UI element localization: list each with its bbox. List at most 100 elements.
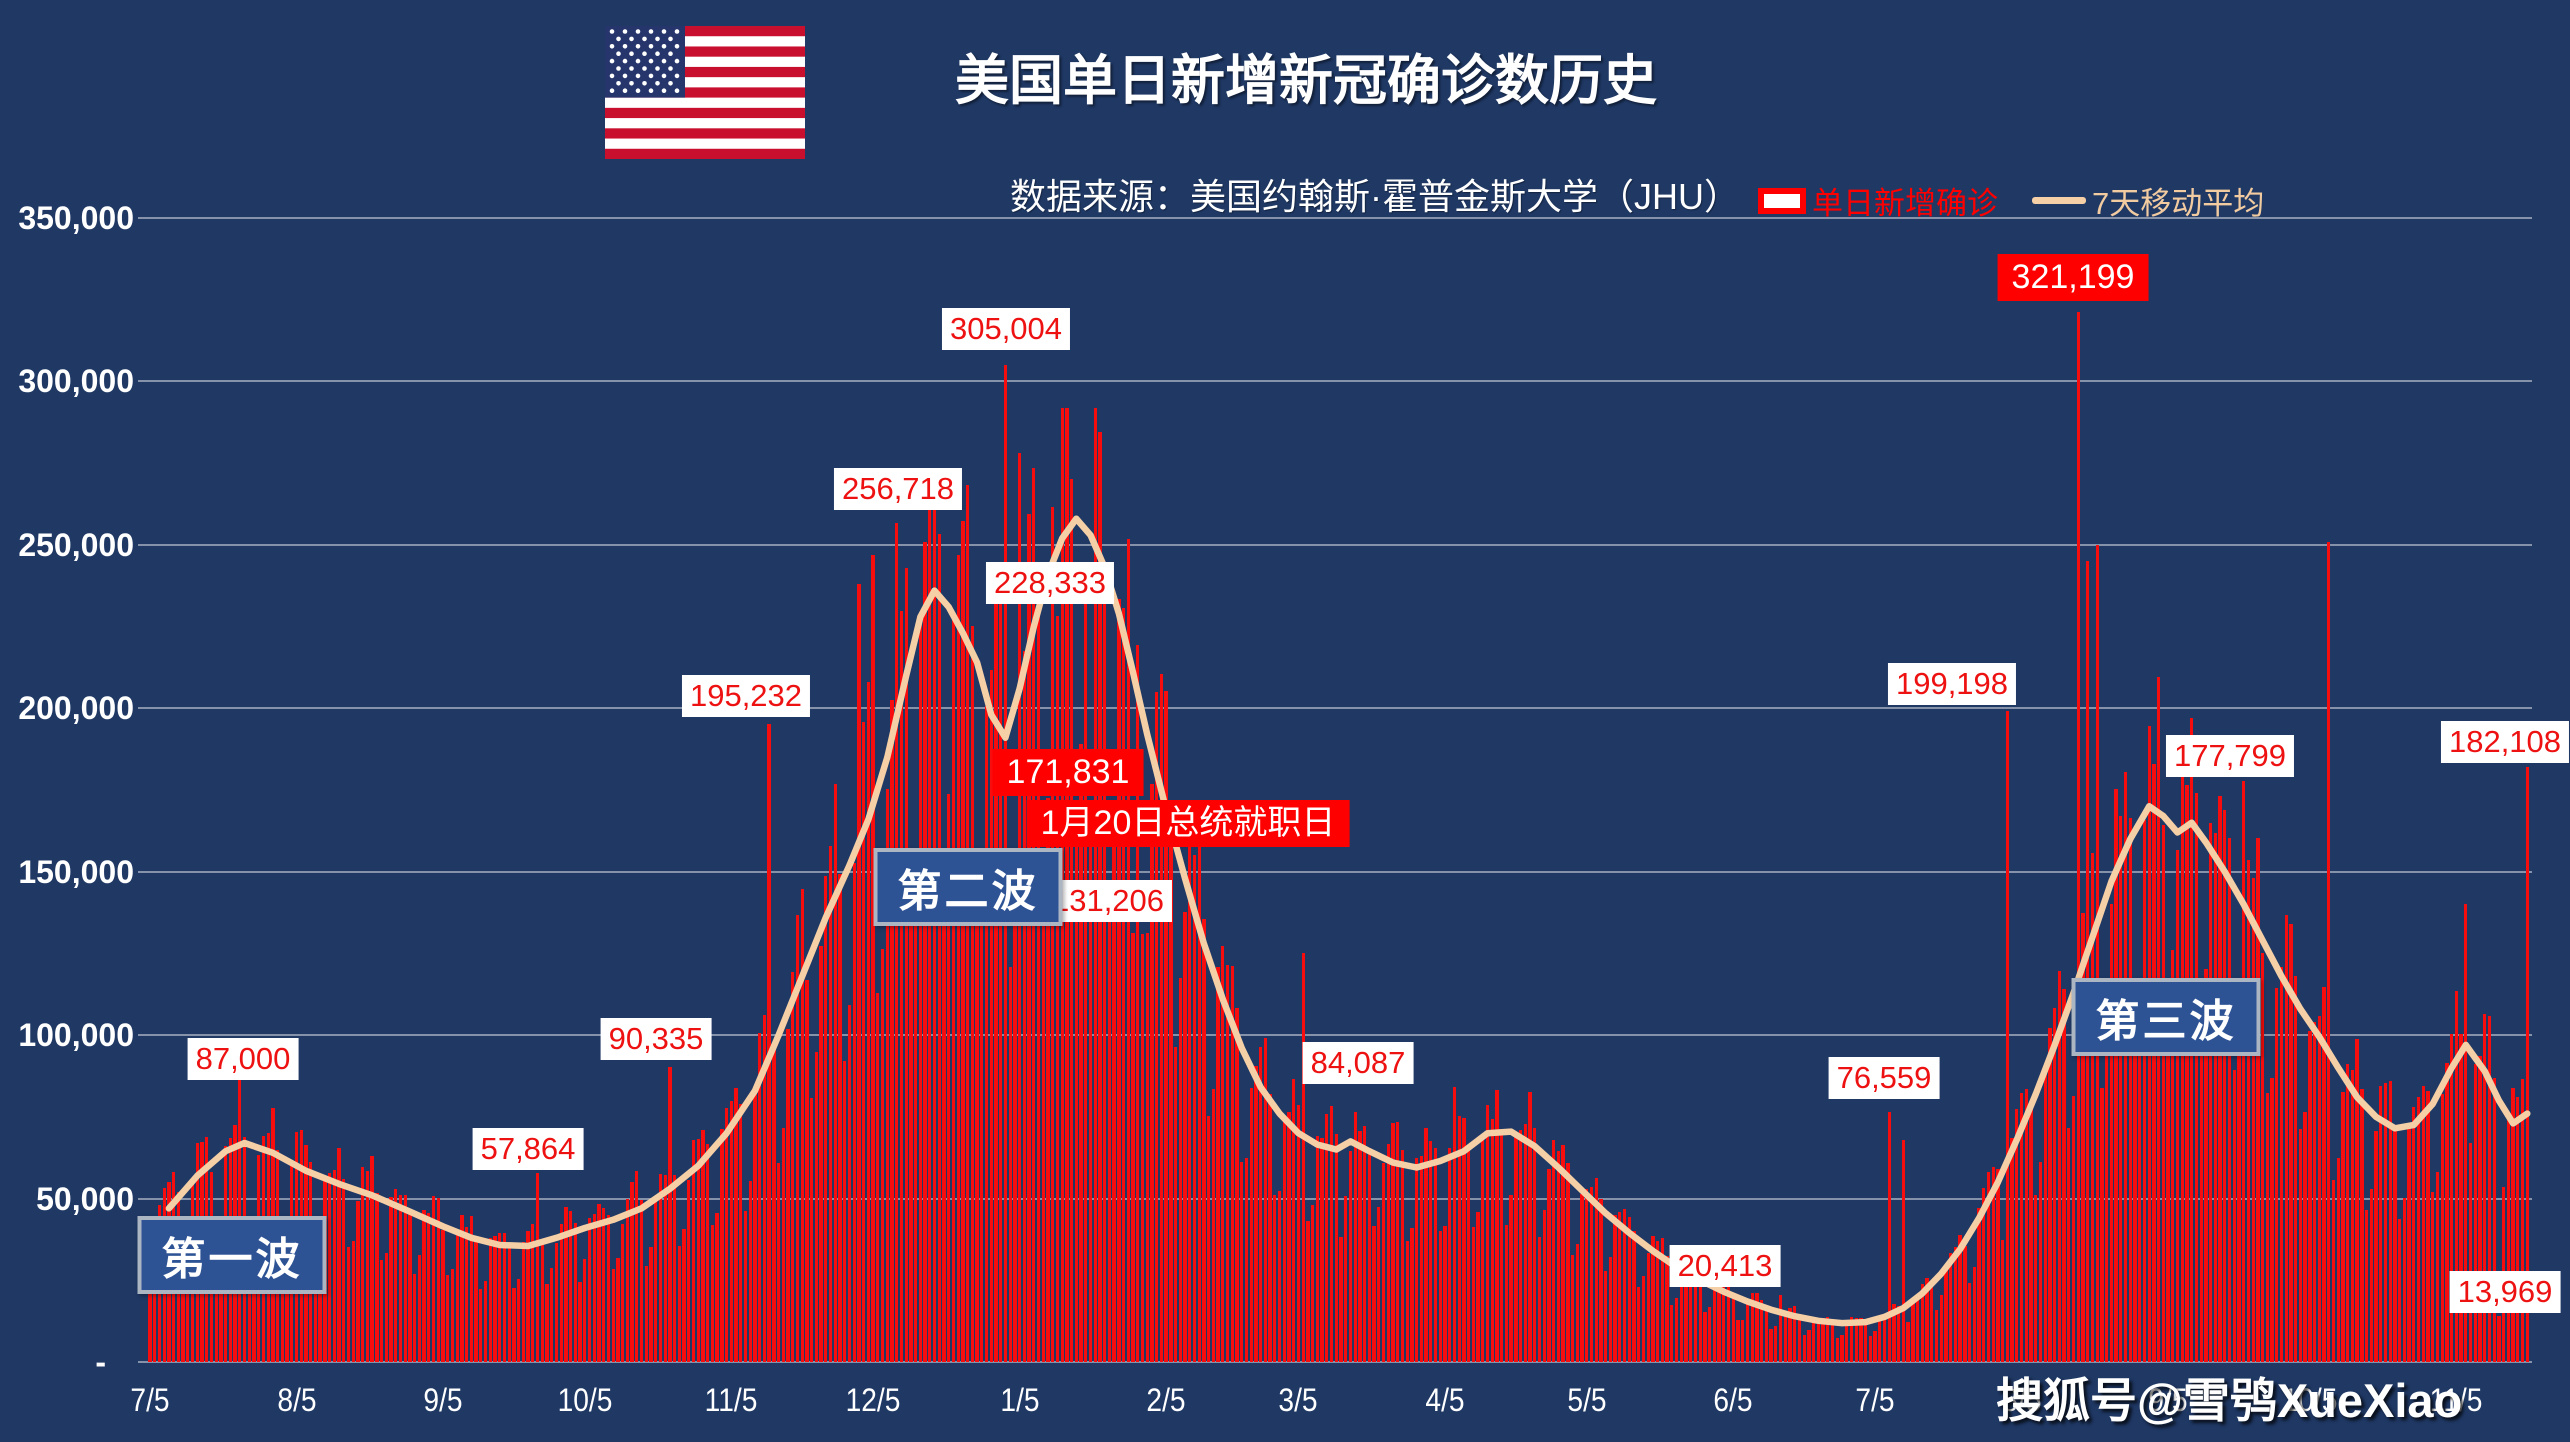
daily-bar — [1674, 1298, 1679, 1362]
daily-bar — [753, 1087, 757, 1362]
daily-bar — [1797, 1314, 1802, 1362]
daily-bar — [1741, 1319, 1745, 1362]
daily-bar — [852, 863, 856, 1362]
x-tick-label: 3/5 — [1278, 1382, 1319, 1418]
daily-bar — [1197, 827, 1201, 1362]
daily-bar — [422, 1209, 426, 1362]
daily-bar — [677, 1246, 681, 1362]
daily-bar — [1934, 1310, 1939, 1362]
daily-bar — [1466, 1148, 1471, 1362]
daily-bar — [1882, 1313, 1887, 1362]
daily-bar — [2223, 809, 2227, 1362]
daily-bar — [1055, 615, 1060, 1362]
annotation-256718: 256,718 — [833, 468, 963, 510]
daily-bar — [568, 1210, 573, 1362]
annotation-171831: 171,831 — [992, 749, 1144, 797]
x-tick-label: 11/5 — [2430, 1382, 2483, 1418]
daily-bar — [1793, 1305, 1797, 1362]
daily-bar — [2317, 1015, 2321, 1362]
daily-bar — [956, 554, 960, 1362]
daily-bar — [1523, 1123, 1527, 1362]
daily-bar — [2029, 1102, 2033, 1362]
daily-bar — [710, 1224, 715, 1362]
daily-bar — [1490, 1119, 1494, 1362]
daily-bar — [1707, 1307, 1712, 1362]
daily-bar — [1268, 1093, 1272, 1362]
daily-bar — [1788, 1308, 1792, 1362]
daily-bar — [1901, 1139, 1906, 1362]
daily-bar — [2492, 1078, 2496, 1362]
daily-bar — [1107, 880, 1112, 1362]
annotation-57864: 57,864 — [472, 1128, 584, 1170]
daily-bar — [932, 490, 937, 1362]
daily-bar — [2256, 837, 2260, 1362]
daily-bar — [384, 1252, 388, 1362]
daily-bar — [1443, 1225, 1447, 1362]
daily-bar — [2161, 825, 2165, 1362]
daily-bar — [346, 1247, 351, 1362]
daily-bar — [2142, 820, 2147, 1362]
daily-bar — [2246, 859, 2251, 1362]
daily-bar — [550, 1267, 554, 1362]
daily-bar — [394, 1189, 398, 1362]
daily-bar — [2119, 816, 2123, 1362]
daily-bar — [639, 1200, 644, 1362]
daily-bar — [2516, 1097, 2520, 1362]
daily-bar — [2180, 769, 2184, 1362]
daily-bar — [1235, 1007, 1239, 1362]
daily-bar — [455, 1234, 459, 1362]
daily-bar — [2265, 1092, 2269, 1362]
daily-bar — [800, 889, 804, 1362]
daily-bar — [1599, 1198, 1603, 1362]
daily-bar — [762, 1014, 767, 1362]
daily-bar — [1821, 1318, 1825, 1362]
daily-bar — [2379, 1085, 2383, 1362]
x-tick-label: 8/5 — [276, 1382, 317, 1418]
daily-bar — [2312, 1022, 2317, 1362]
daily-bar — [876, 993, 880, 1362]
legend-bar-swatch-icon — [1758, 187, 1806, 214]
daily-bar — [999, 577, 1003, 1362]
daily-bar — [2341, 1092, 2345, 1362]
annotation-228333: 228,333 — [985, 562, 1115, 604]
daily-bar — [1410, 1227, 1414, 1362]
daily-bar — [1485, 1104, 1490, 1362]
daily-bar — [2440, 1093, 2444, 1362]
daily-bar — [2076, 312, 2080, 1362]
daily-bar — [578, 1281, 582, 1362]
daily-bar — [1244, 1158, 1249, 1362]
daily-bar — [460, 1214, 464, 1362]
daily-bar — [1608, 1256, 1613, 1362]
daily-bar — [1183, 911, 1187, 1362]
daily-bar — [2402, 1197, 2407, 1362]
wave-label: 第二波 — [873, 848, 1063, 926]
daily-bar — [2421, 1086, 2425, 1362]
daily-bar — [828, 846, 833, 1362]
daily-bar — [899, 611, 904, 1362]
daily-bar — [928, 497, 932, 1362]
daily-bar — [1717, 1283, 1721, 1362]
daily-bar — [654, 1197, 658, 1362]
daily-bar — [1769, 1329, 1773, 1362]
daily-bar — [1041, 873, 1045, 1362]
daily-bar — [1930, 1286, 1934, 1362]
daily-bar — [2109, 903, 2114, 1362]
daily-bar — [1589, 1187, 1594, 1362]
daily-bar — [1958, 1235, 1962, 1362]
daily-bar — [1552, 1139, 1556, 1362]
daily-bar — [1996, 1169, 2000, 1362]
daily-bar — [1273, 1195, 1277, 1362]
daily-bar — [2435, 1172, 2440, 1362]
daily-bar — [1500, 1134, 1504, 1362]
daily-bar — [1750, 1293, 1754, 1362]
daily-bar — [1419, 1155, 1423, 1362]
daily-bar — [776, 1163, 781, 1362]
daily-bar — [2511, 1088, 2515, 1362]
daily-bar — [2506, 1113, 2511, 1362]
daily-bar — [1372, 1225, 1376, 1362]
daily-bar — [507, 1244, 511, 1362]
annotation-177799: 177,799 — [2165, 735, 2295, 777]
daily-bar — [838, 873, 842, 1362]
daily-bar — [1854, 1318, 1858, 1362]
daily-bar — [1755, 1292, 1759, 1362]
